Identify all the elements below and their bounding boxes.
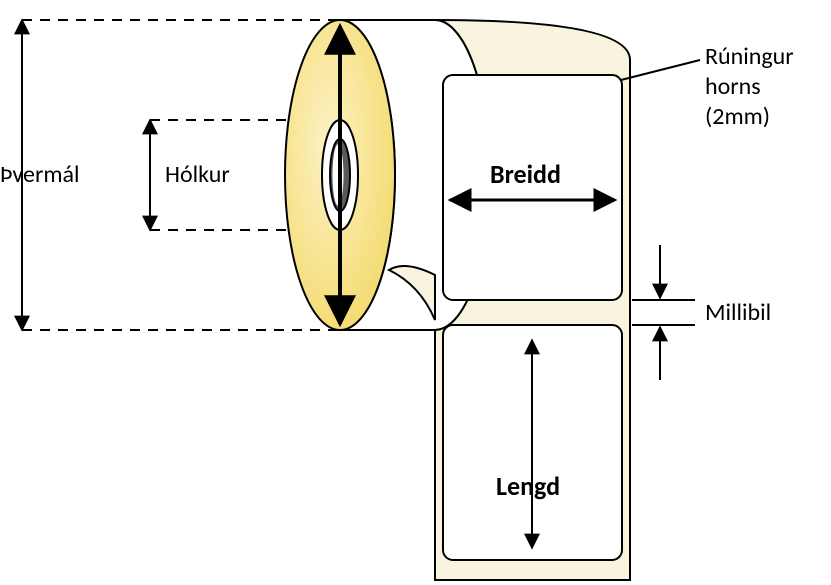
diagram-svg (0, 0, 831, 585)
diagram-stage: Þvermál Hólkur Breidd Lengd Rúningur hor… (0, 0, 831, 585)
